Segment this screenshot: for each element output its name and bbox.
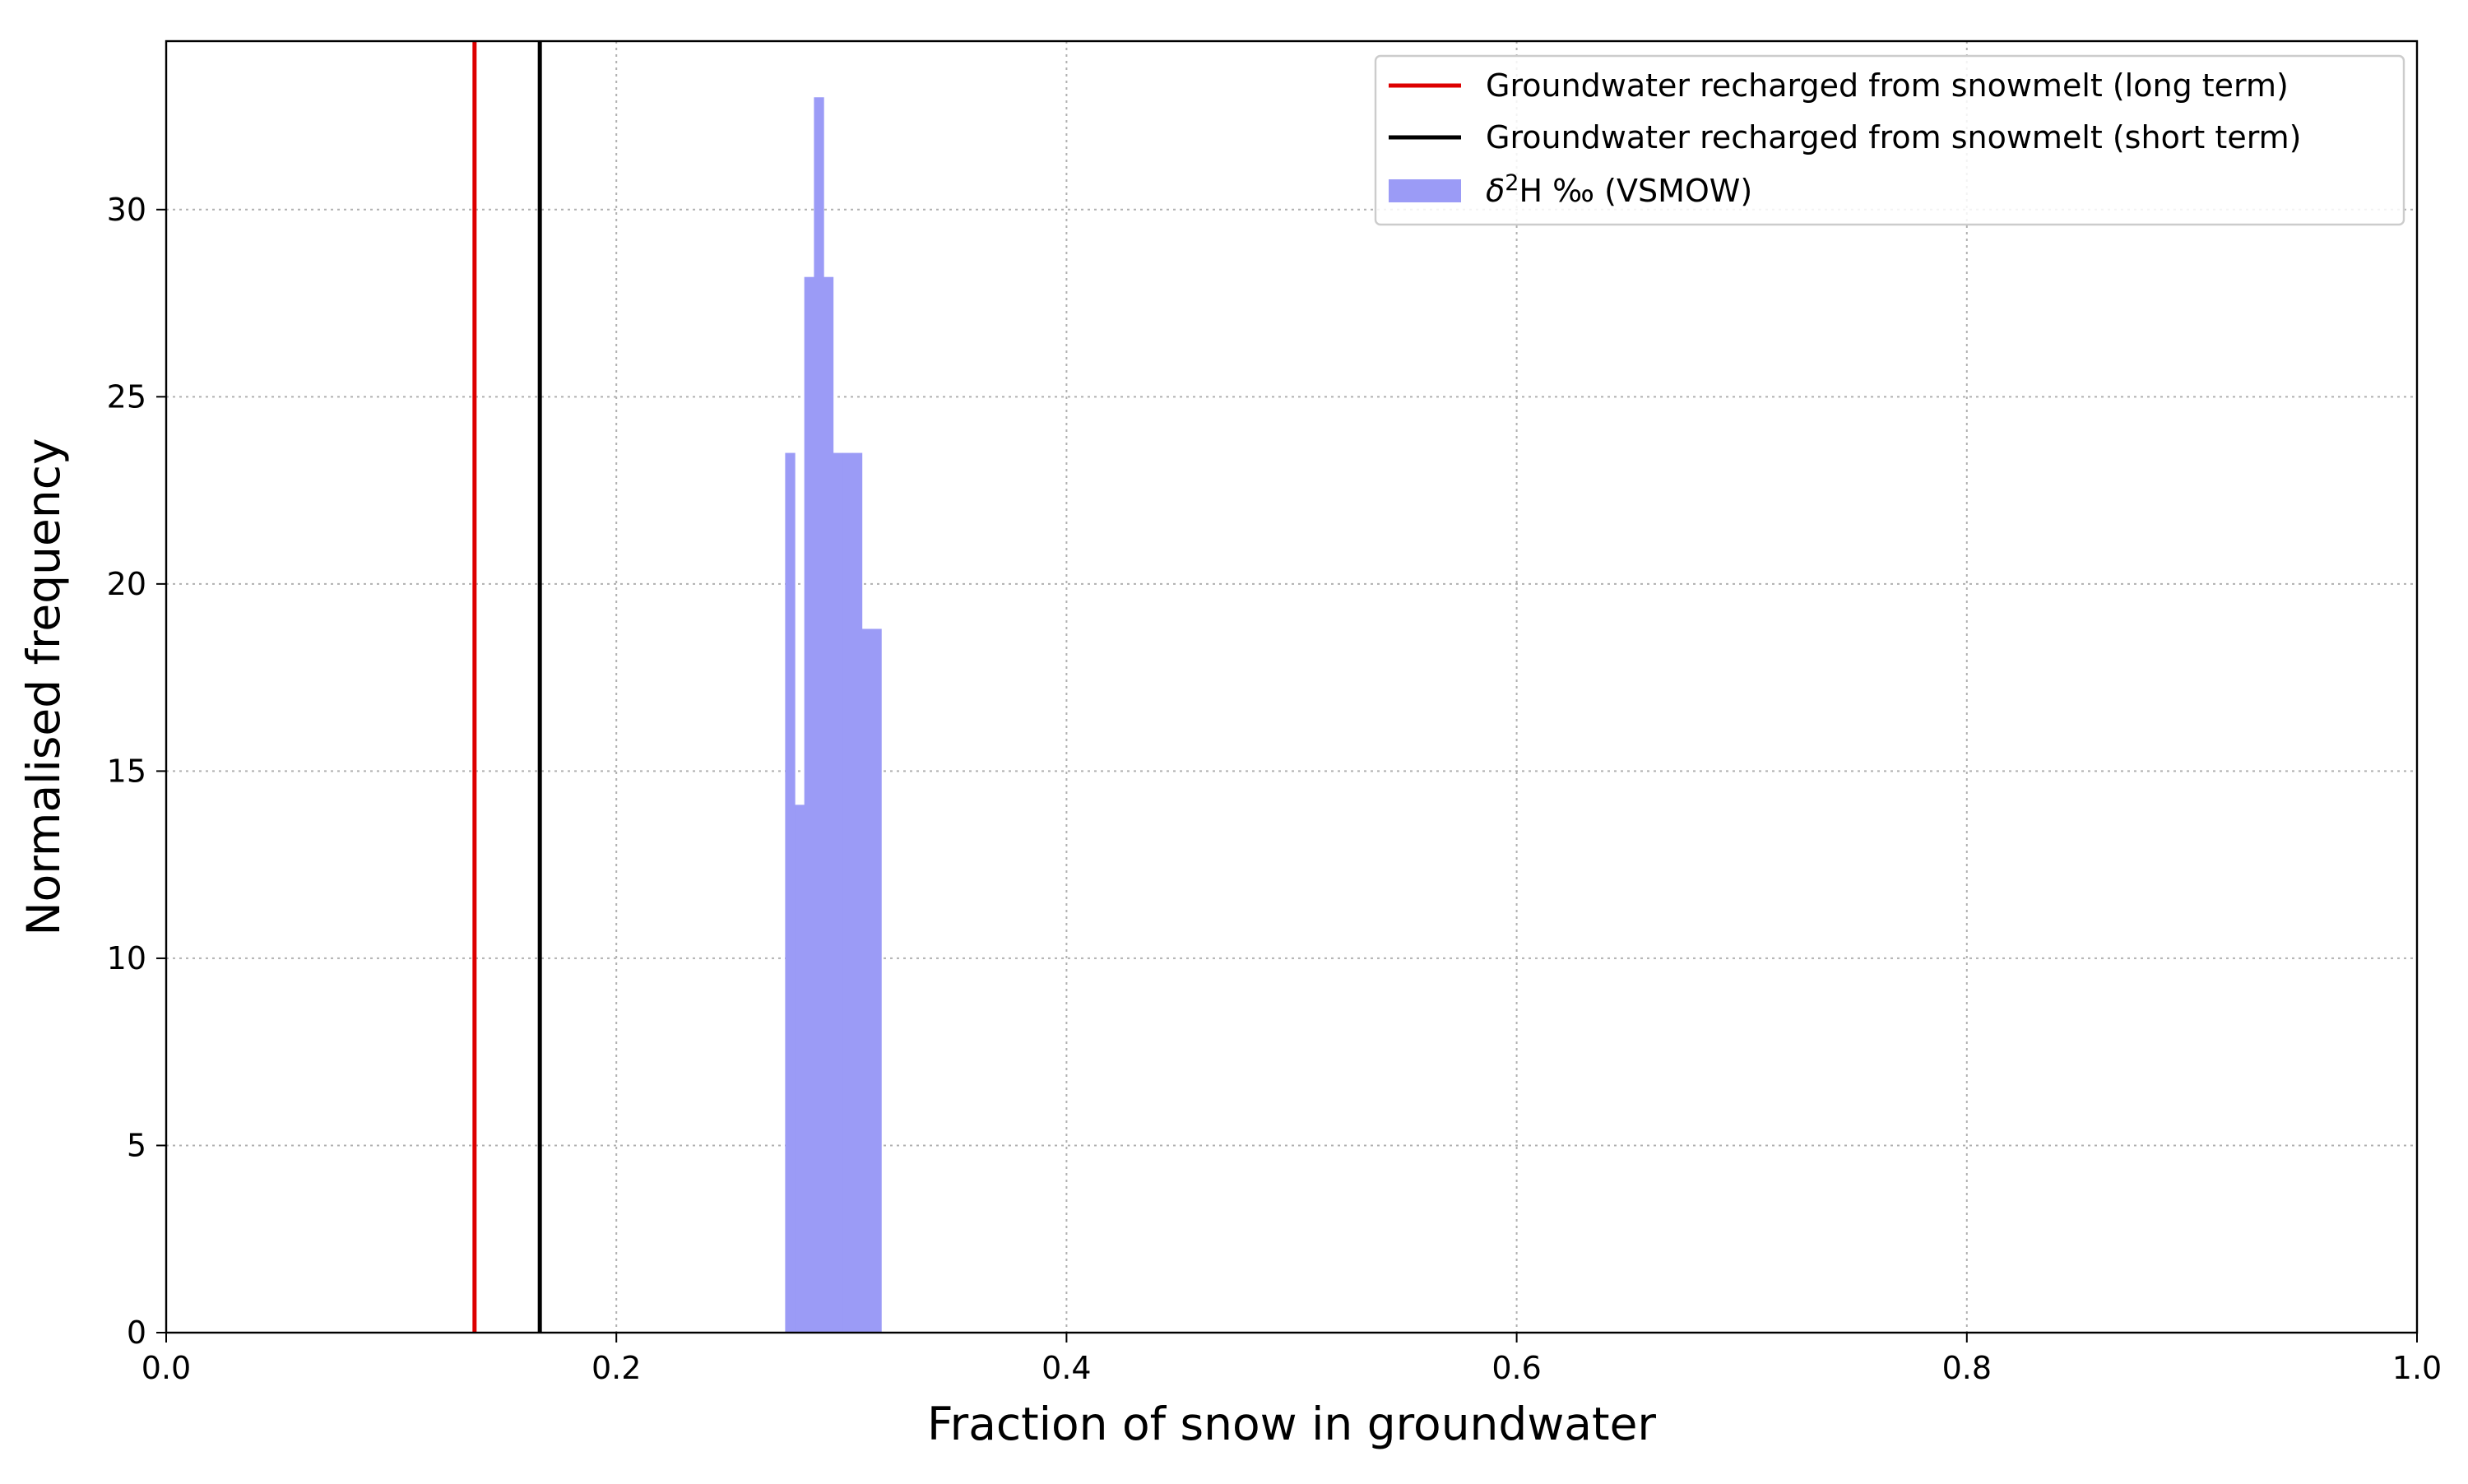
x-axis-ticks: 0.0 0.2 0.4 0.6 0.8 1.0 (141, 1333, 2442, 1386)
y-tick-label: 15 (107, 753, 146, 789)
x-tick-label: 0.0 (141, 1350, 191, 1386)
legend: Groundwater recharged from snowmelt (lon… (1374, 54, 2405, 226)
histogram-bar (842, 452, 853, 1333)
x-axis-label: Fraction of snow in groundwater (927, 1398, 1656, 1450)
legend-label: Groundwater recharged from snowmelt (lon… (1486, 67, 2289, 104)
y-tick-label: 0 (127, 1315, 146, 1351)
y-tick-label: 5 (127, 1127, 146, 1163)
histogram-bar (795, 805, 805, 1333)
y-tick-label: 20 (107, 566, 146, 602)
x-tick-label: 0.8 (1942, 1350, 1992, 1386)
histogram-bar (804, 276, 814, 1333)
y-tick-label: 25 (107, 378, 146, 415)
legend-label-histogram: δ2H ‰ (VSMOW) (1486, 170, 1752, 209)
histogram-bar (814, 97, 824, 1333)
histogram-bar (871, 628, 882, 1333)
y-axis-ticks: 0 5 10 15 20 25 30 (107, 192, 166, 1351)
histogram-bar (833, 452, 843, 1333)
reference-lines (472, 41, 542, 1333)
histogram-bar (823, 276, 834, 1333)
x-tick-label: 0.6 (1491, 1350, 1541, 1386)
histogram-bar (785, 452, 796, 1333)
plot-area-frame (165, 39, 2419, 1334)
y-tick-label: 10 (107, 940, 146, 976)
histogram-bars (785, 97, 882, 1333)
x-tick-label: 0.4 (1041, 1350, 1091, 1386)
x-tick-label: 0.2 (591, 1350, 641, 1386)
histogram-bar (861, 628, 872, 1333)
y-tick-label: 30 (107, 192, 146, 228)
x-tick-label: 1.0 (2392, 1350, 2442, 1386)
legend-patch-swatch (1389, 179, 1461, 202)
legend-label: Groundwater recharged from snowmelt (sho… (1486, 119, 2302, 155)
histogram-bar (852, 452, 863, 1333)
y-axis-label: Normalised frequency (17, 438, 70, 935)
legend-box (1374, 54, 2405, 226)
